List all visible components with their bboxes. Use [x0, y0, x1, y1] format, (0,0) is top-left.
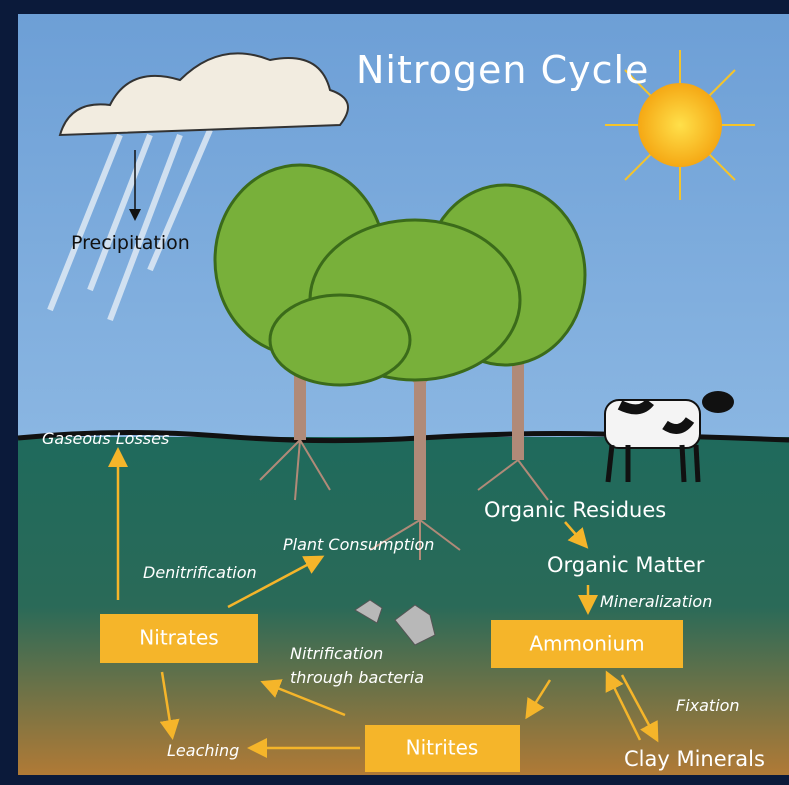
label: Organic Matter [547, 553, 705, 577]
box-label: Nitrates [139, 626, 218, 650]
box [365, 725, 520, 772]
label: Mineralization [600, 592, 712, 611]
box [100, 614, 258, 663]
cow [604, 391, 734, 483]
label: through bacteria [290, 668, 424, 687]
box-label: Nitrites [406, 736, 479, 760]
title: Nitrogen Cycle [356, 48, 649, 92]
soil [18, 437, 789, 775]
label: Precipitation [71, 232, 190, 254]
arrows [108, 447, 659, 758]
cloud [58, 52, 349, 137]
label: Clay Minerals [624, 747, 765, 771]
label: Fixation [676, 696, 740, 715]
box [491, 620, 683, 668]
label: Nitrification [290, 644, 383, 663]
label: Denitrification [143, 563, 257, 582]
label: Plant Consumption [283, 535, 434, 554]
label: Gaseous Losses [42, 429, 169, 448]
rain [47, 128, 213, 322]
label: Organic Residues [484, 498, 666, 522]
label: Leaching [167, 741, 239, 760]
sun [605, 50, 755, 200]
bacteria-rocks [354, 599, 436, 646]
box-label: Ammonium [529, 632, 644, 656]
trees [213, 163, 587, 560]
